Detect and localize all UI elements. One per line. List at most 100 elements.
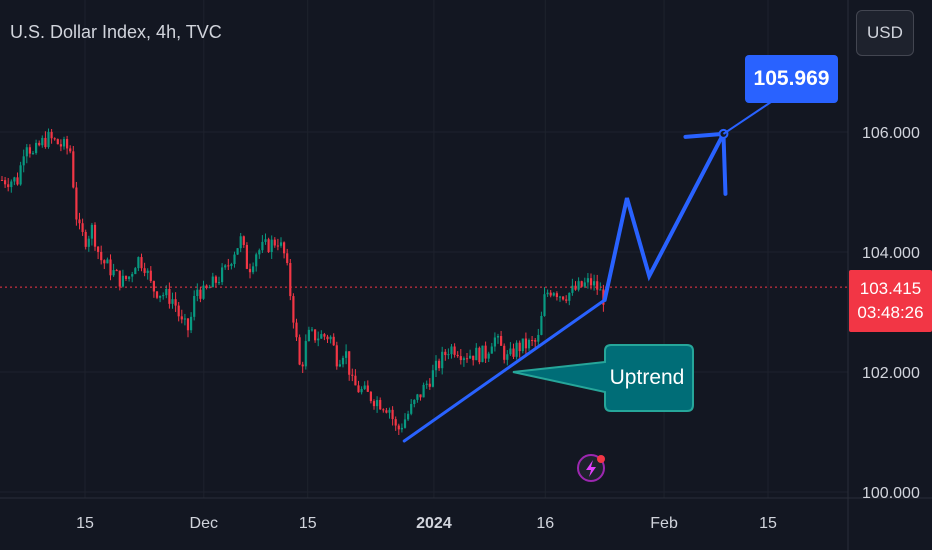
candle-body	[314, 329, 317, 341]
candle-body	[289, 263, 292, 297]
candle-body	[196, 289, 199, 297]
candle-body	[515, 342, 518, 357]
candle-body	[292, 296, 295, 323]
candle-body	[583, 282, 586, 287]
projection-path	[602, 131, 726, 302]
candle-body	[233, 254, 236, 265]
target-price-label[interactable]: 105.969	[745, 55, 838, 103]
candle-body	[44, 137, 47, 148]
candle-body	[236, 248, 239, 255]
target-connector	[722, 99, 775, 135]
bar-countdown: 03:48:26	[857, 303, 924, 322]
candle-body	[19, 165, 22, 185]
candle-body	[190, 316, 193, 331]
candle-body	[577, 281, 580, 290]
candle-body	[239, 236, 242, 249]
candle-body	[53, 138, 56, 140]
candle-body	[87, 238, 90, 247]
candle-body	[425, 383, 428, 385]
candle-body	[382, 409, 385, 411]
candle-body	[348, 351, 351, 375]
candle-body	[469, 355, 472, 359]
lightning-bolt-icon	[586, 460, 596, 477]
last-price-value: 103.415	[859, 279, 922, 298]
candle-body	[115, 270, 118, 272]
candle-body	[478, 347, 481, 363]
trendline	[402, 298, 607, 443]
projection-arrow-left	[683, 131, 726, 139]
candle-body	[472, 355, 475, 361]
candle-body	[413, 399, 416, 405]
candle-body	[84, 231, 87, 247]
candle-body	[35, 142, 38, 154]
candle-body	[97, 246, 100, 252]
candle-body	[574, 285, 577, 290]
candle-body	[450, 346, 453, 355]
candle-body	[307, 329, 310, 342]
candle-body	[397, 425, 400, 430]
candle-body	[453, 346, 456, 355]
candle-body	[518, 342, 521, 352]
candle-body	[245, 244, 248, 269]
candle-body	[332, 336, 335, 346]
candle-body	[242, 236, 245, 245]
candle-body	[38, 142, 41, 146]
candle-body	[10, 181, 13, 188]
candle-body	[320, 334, 323, 339]
candle-body	[146, 270, 149, 273]
candle-body	[540, 315, 543, 335]
y-tick-label: 104.000	[862, 245, 920, 262]
x-tick-label: 2024	[416, 515, 452, 532]
candle-body	[75, 187, 78, 220]
projection-arrow-down	[721, 131, 728, 196]
candle-body	[503, 345, 506, 360]
candle-body	[555, 293, 558, 297]
candle-body	[140, 257, 143, 269]
uptrend-callout-label[interactable]: Uptrend	[609, 366, 685, 389]
candle-body	[376, 400, 379, 407]
candle-body	[304, 341, 307, 367]
candle-body	[537, 334, 540, 342]
candle-body	[509, 348, 512, 355]
candle-body	[66, 139, 69, 149]
candle-body	[186, 318, 190, 331]
candle-body	[422, 384, 425, 398]
x-tick-label: 15	[76, 515, 94, 532]
candle-body	[534, 340, 537, 342]
candle-body	[217, 282, 221, 284]
candle-body	[410, 404, 413, 414]
candle-body	[323, 334, 326, 337]
candle-body	[155, 291, 159, 298]
candle-body	[208, 287, 211, 289]
candle-body	[459, 356, 462, 361]
y-tick-label: 100.000	[862, 485, 920, 502]
candle-body	[475, 347, 478, 361]
candle-body	[546, 292, 549, 295]
candle-body	[177, 305, 180, 317]
candle-body	[372, 401, 376, 407]
candle-body	[69, 148, 72, 152]
candle-body	[329, 336, 332, 340]
candle-body	[199, 289, 202, 299]
candle-body	[589, 278, 593, 286]
candle-body	[465, 358, 469, 360]
candle-body	[444, 351, 447, 356]
candle-body	[493, 337, 496, 347]
candle-body	[112, 270, 115, 276]
candle-body	[310, 329, 314, 331]
candle-body	[558, 296, 562, 298]
candle-body	[456, 354, 459, 357]
candle-body	[13, 177, 16, 182]
candle-body	[159, 295, 162, 298]
candle-body	[283, 242, 286, 254]
candle-body	[521, 338, 524, 352]
candle-body	[7, 184, 10, 188]
candle-body	[174, 299, 177, 306]
candle-body	[162, 295, 165, 297]
candle-body	[562, 296, 565, 300]
chart-title: U.S. Dollar Index, 4h, TVC	[10, 22, 222, 42]
candle-body	[267, 239, 270, 253]
currency-button[interactable]: USD	[856, 10, 914, 56]
candle-body	[28, 147, 31, 154]
